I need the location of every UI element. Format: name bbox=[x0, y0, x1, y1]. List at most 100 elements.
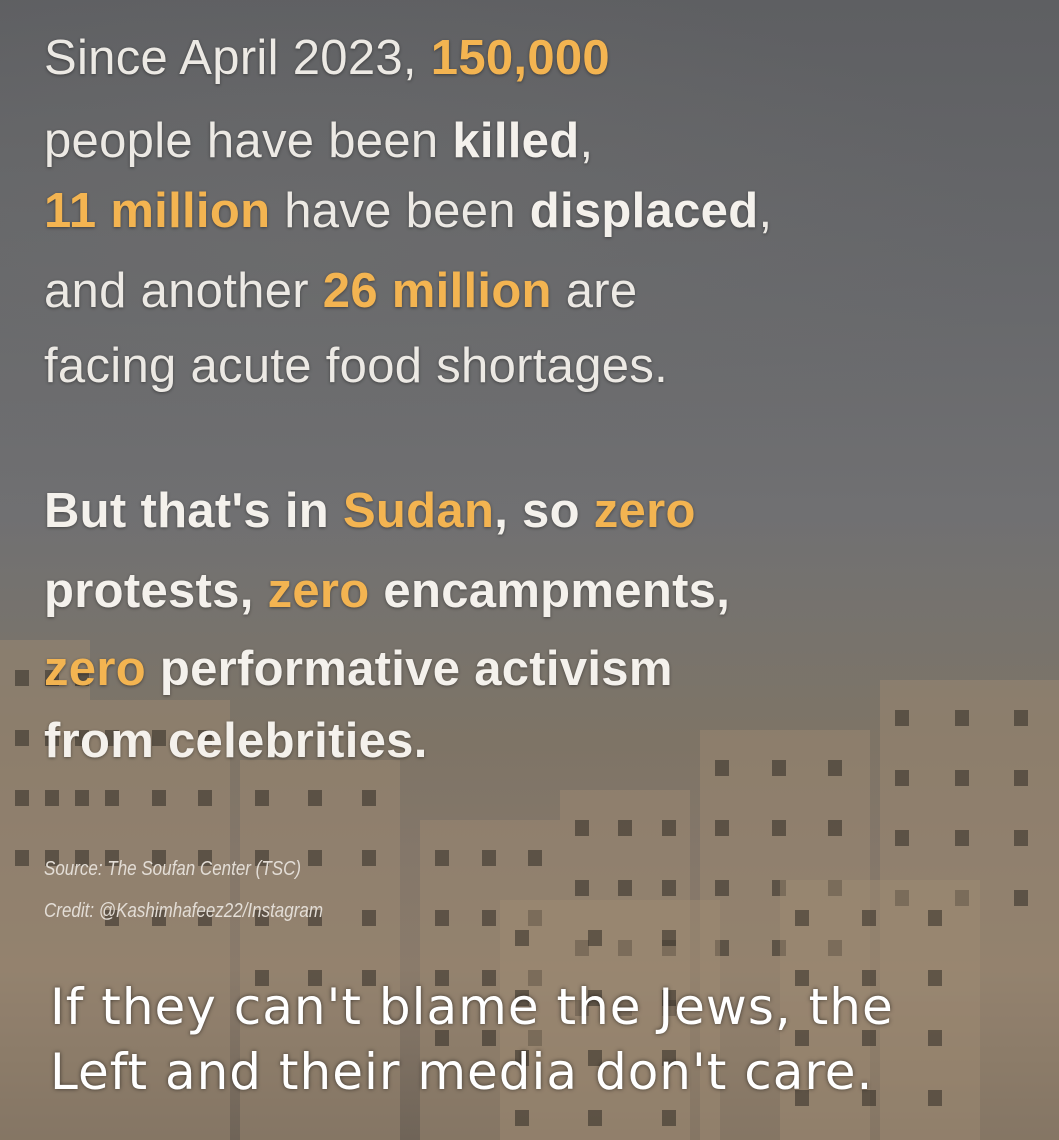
building bbox=[240, 760, 400, 1140]
text-segment: , bbox=[579, 114, 594, 168]
window bbox=[771, 880, 786, 896]
highlighted-text: zero bbox=[593, 484, 696, 538]
window bbox=[661, 930, 676, 946]
window bbox=[895, 830, 909, 846]
window bbox=[151, 910, 166, 926]
text-segment: , so bbox=[494, 484, 594, 538]
window bbox=[15, 670, 29, 686]
window bbox=[105, 730, 119, 746]
window bbox=[588, 930, 603, 946]
window bbox=[198, 910, 213, 926]
window bbox=[588, 990, 603, 1006]
window bbox=[861, 1090, 876, 1106]
highlighted-text: zero bbox=[267, 564, 370, 618]
text-segment: have been bbox=[270, 184, 530, 238]
source-text: Source: The Soufan Center (TSC) bbox=[44, 858, 302, 880]
window bbox=[618, 1000, 633, 1016]
text-segment: killed bbox=[452, 114, 580, 168]
window bbox=[255, 850, 269, 866]
window bbox=[105, 910, 119, 926]
highlighted-text: Sudan bbox=[342, 484, 495, 538]
paragraph1-line: and another 26 million are bbox=[44, 263, 637, 319]
window bbox=[45, 670, 59, 686]
window bbox=[515, 1050, 529, 1066]
window bbox=[795, 970, 809, 986]
window bbox=[528, 850, 543, 866]
window bbox=[515, 990, 529, 1006]
window bbox=[861, 970, 876, 986]
paragraph2-line: But that's in Sudan, so zero bbox=[44, 483, 696, 539]
window bbox=[795, 910, 809, 926]
highlighted-text: 26 million bbox=[322, 264, 552, 318]
window bbox=[928, 1030, 943, 1046]
window bbox=[661, 1110, 676, 1126]
window bbox=[198, 790, 213, 806]
window bbox=[361, 970, 376, 986]
window bbox=[481, 970, 496, 986]
window bbox=[151, 850, 166, 866]
window bbox=[771, 820, 786, 836]
window bbox=[515, 1110, 529, 1126]
window bbox=[75, 730, 89, 746]
building bbox=[780, 880, 980, 1140]
window bbox=[588, 1110, 603, 1126]
window bbox=[1014, 710, 1029, 726]
paragraph1-line: people have been killed, bbox=[44, 113, 593, 169]
window bbox=[928, 970, 943, 986]
window bbox=[828, 820, 843, 836]
text-segment: are bbox=[551, 264, 638, 318]
window bbox=[528, 970, 543, 986]
highlighted-text: 11 million bbox=[44, 184, 271, 238]
building bbox=[880, 680, 1059, 1140]
building bbox=[500, 900, 720, 1140]
window bbox=[308, 850, 323, 866]
window bbox=[151, 730, 166, 746]
paragraph2-line: from celebrities. bbox=[44, 713, 428, 769]
window bbox=[715, 940, 729, 956]
paragraph2-line: zero performative activism bbox=[44, 641, 673, 697]
window bbox=[255, 970, 269, 986]
window bbox=[528, 910, 543, 926]
window bbox=[575, 880, 589, 896]
window bbox=[105, 790, 119, 806]
text-segment: Since April 2023, bbox=[44, 31, 431, 85]
window bbox=[661, 820, 676, 836]
window bbox=[105, 850, 119, 866]
window bbox=[308, 970, 323, 986]
window bbox=[954, 710, 969, 726]
text-segment: protests, bbox=[44, 564, 268, 618]
window bbox=[954, 770, 969, 786]
window bbox=[588, 1050, 603, 1066]
window bbox=[515, 930, 529, 946]
highlighted-text: 150,000 bbox=[430, 31, 610, 85]
text-segment: performative activism bbox=[145, 642, 673, 696]
window bbox=[255, 910, 269, 926]
window bbox=[255, 790, 269, 806]
window bbox=[15, 790, 29, 806]
window bbox=[308, 790, 323, 806]
window bbox=[661, 1050, 676, 1066]
window bbox=[45, 850, 59, 866]
window bbox=[1014, 770, 1029, 786]
window bbox=[361, 910, 376, 926]
window bbox=[771, 760, 786, 776]
window bbox=[861, 1030, 876, 1046]
window bbox=[435, 1030, 449, 1046]
window bbox=[895, 770, 909, 786]
text-segment: encampments, bbox=[369, 564, 731, 618]
window bbox=[661, 880, 676, 896]
window bbox=[618, 940, 633, 956]
window bbox=[15, 730, 29, 746]
text-segment: facing acute food shortages. bbox=[44, 339, 669, 393]
paragraph1-line: Since April 2023, 150,000 bbox=[44, 30, 610, 86]
window bbox=[75, 670, 89, 686]
text-segment: people have been bbox=[44, 114, 453, 168]
window bbox=[715, 820, 729, 836]
window bbox=[361, 790, 376, 806]
window bbox=[75, 790, 89, 806]
building bbox=[560, 790, 690, 1140]
window bbox=[954, 890, 969, 906]
window bbox=[618, 820, 633, 836]
building bbox=[700, 730, 870, 1140]
text-segment: from celebrities. bbox=[44, 714, 428, 768]
